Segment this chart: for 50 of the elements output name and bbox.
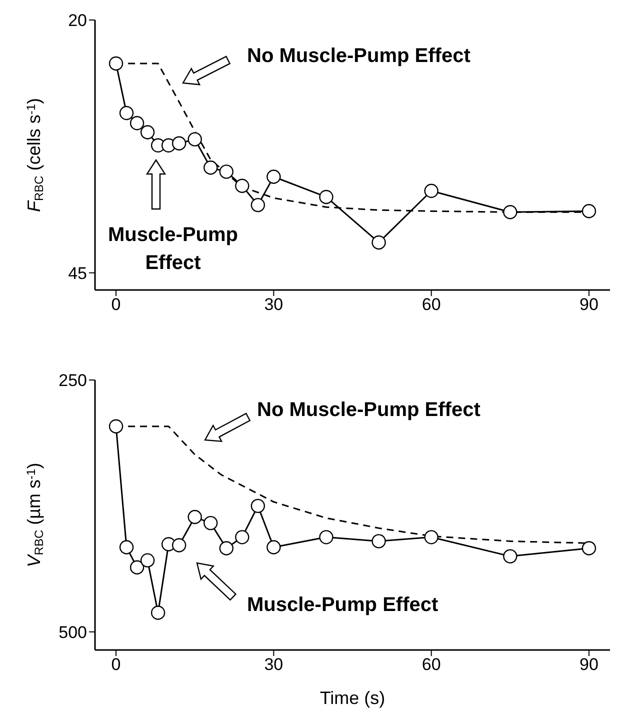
- point: [219, 164, 234, 179]
- annotation: No Muscle-Pump Effect: [257, 398, 482, 423]
- point: [204, 516, 218, 530]
- point: [503, 205, 518, 220]
- x-tick-label: 90: [580, 655, 598, 674]
- point: [266, 540, 281, 554]
- x-axis-title: Time (s): [320, 688, 386, 708]
- point: [108, 56, 124, 71]
- x-tick-label: 0: [111, 295, 121, 314]
- point: [119, 540, 134, 554]
- y-tick-label: 20: [68, 11, 87, 30]
- point: [130, 560, 144, 574]
- point: [266, 170, 281, 184]
- point: [319, 190, 334, 204]
- point: [130, 116, 144, 130]
- point: [140, 125, 155, 140]
- point: [119, 106, 134, 120]
- y-tick-label: 250: [58, 371, 87, 390]
- point: [250, 498, 266, 514]
- point: [235, 530, 250, 544]
- point: [424, 530, 438, 544]
- x-tick-label: 0: [111, 655, 121, 674]
- point: [188, 132, 202, 146]
- x-tick-label: 90: [580, 295, 598, 314]
- point: [140, 553, 155, 568]
- point: [319, 530, 334, 544]
- point: [172, 538, 186, 552]
- point: [235, 178, 250, 193]
- point: [424, 184, 438, 198]
- y-tick-label: 500: [58, 622, 87, 642]
- point: [372, 534, 386, 548]
- point: [372, 235, 386, 250]
- point: [582, 204, 596, 218]
- point: [188, 510, 202, 524]
- point: [582, 541, 596, 556]
- point: [219, 541, 234, 556]
- y-tick-label: 45: [68, 264, 87, 283]
- point: [150, 606, 166, 620]
- point: [503, 549, 518, 564]
- point: [250, 198, 266, 212]
- point: [108, 419, 124, 434]
- annotation: Muscle-Pump Effect: [106, 223, 240, 276]
- x-tick-label: 30: [264, 655, 284, 674]
- point: [172, 136, 186, 150]
- x-tick-label: 60: [422, 295, 441, 314]
- x-tick-label: 60: [422, 655, 441, 674]
- annotation: Muscle-Pump Effect: [247, 593, 440, 618]
- annotation: No Muscle-Pump Effect: [247, 44, 472, 69]
- point: [204, 160, 218, 175]
- x-tick-label: 30: [264, 295, 284, 314]
